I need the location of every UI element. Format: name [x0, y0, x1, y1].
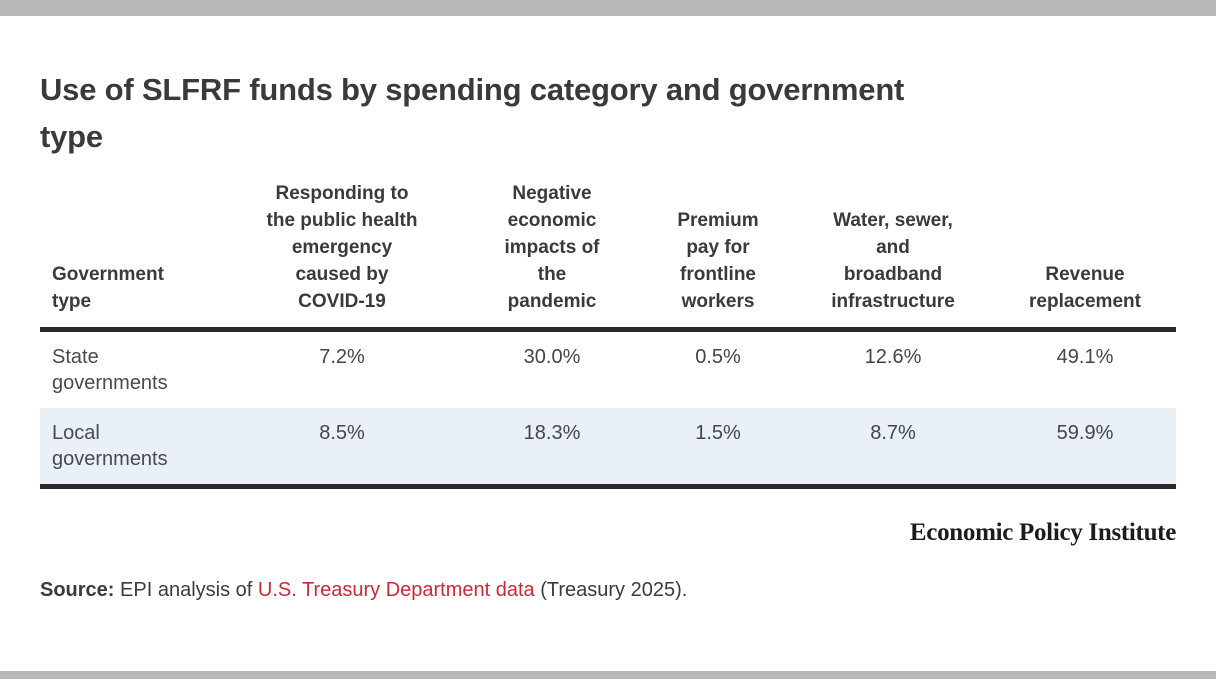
- value-cell-state-premium-pay: 0.5%: [695, 346, 741, 368]
- column-header-revenue-replacement: Revenue replacement: [1029, 264, 1141, 312]
- value-cell-local-water-sewer: 8.7%: [870, 422, 916, 444]
- table-row-local-governments: Local governments 8.5% 18.3% 1.5% 8.7% 5…: [40, 408, 1176, 487]
- source-label: Source:: [40, 579, 115, 601]
- source-note: Source: EPI analysis of U.S. Treasury De…: [40, 577, 1176, 603]
- column-header-negative-economic-impacts: Negative economic impacts of the pandemi…: [504, 183, 600, 312]
- header-row: Government type Responding to the public…: [40, 180, 1176, 330]
- data-table: Government type Responding to the public…: [40, 180, 1176, 489]
- page-title: Use of SLFRF funds by spending category …: [40, 72, 905, 154]
- figure-content: Use of SLFRF funds by spending category …: [0, 66, 1216, 603]
- value-cell-local-public-health: 8.5%: [319, 422, 365, 444]
- value-cell-state-public-health: 7.2%: [319, 346, 365, 368]
- bottom-divider-bar: [0, 671, 1216, 679]
- value-cell-local-negative-economic: 18.3%: [523, 422, 581, 444]
- value-cell-local-revenue-replacement: 59.9%: [1056, 422, 1114, 444]
- value-cell-state-negative-economic: 30.0%: [523, 346, 581, 368]
- column-header-government-type: Government type: [52, 264, 164, 312]
- column-header-public-health: Responding to the public health emergenc…: [266, 183, 418, 312]
- value-cell-local-premium-pay: 1.5%: [695, 422, 741, 444]
- row-label-state-governments: State governments: [52, 346, 168, 394]
- source-link[interactable]: U.S. Treasury Department data: [257, 579, 535, 601]
- top-divider-bar: [0, 0, 1216, 16]
- table-row-state-governments: State governments 7.2% 30.0% 0.5% 12.6% …: [40, 330, 1176, 409]
- row-label-local-governments: Local governments: [52, 422, 168, 470]
- column-header-premium-pay: Premium pay for frontline workers: [677, 210, 759, 312]
- value-cell-state-water-sewer: 12.6%: [864, 346, 922, 368]
- source-text-before-link: EPI analysis of: [114, 579, 258, 601]
- value-cell-state-revenue-replacement: 49.1%: [1056, 346, 1114, 368]
- source-text-after-link: (Treasury 2025).: [534, 579, 688, 601]
- column-header-water-sewer-broadband: Water, sewer, and broadband infrastructu…: [831, 210, 955, 312]
- epi-wordmark: Economic Policy Institute: [909, 519, 1176, 546]
